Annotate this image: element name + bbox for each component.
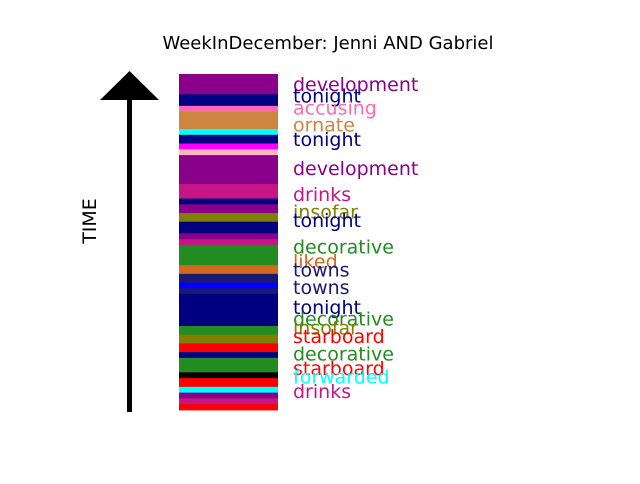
band-segment (179, 213, 278, 223)
band-segment (179, 149, 278, 156)
band-segment (179, 357, 278, 373)
band-segment (179, 155, 278, 185)
band-label: starboard (293, 326, 385, 348)
band-label: tonight (293, 129, 361, 151)
band-segment (179, 392, 278, 399)
chart-title: WeekInDecember: Jenni AND Gabriel (162, 33, 493, 54)
band-label: tonight (293, 210, 361, 232)
band-label: liked (293, 251, 338, 273)
band-label: accusing (293, 97, 377, 119)
band-label: ornate (293, 115, 355, 137)
band-segment (179, 334, 278, 344)
band-segment (179, 404, 278, 411)
band-segment (179, 282, 278, 289)
band-label: drinks (293, 184, 351, 206)
band-labels: developmenttonightaccusingornatetonightd… (293, 74, 418, 403)
band-segment (179, 129, 278, 136)
band-label: development (293, 158, 418, 180)
band-segment (179, 184, 278, 199)
y-axis-label: TIME (79, 198, 101, 245)
band-segment (179, 326, 278, 336)
time-arrow-head (100, 71, 159, 100)
band-segment (179, 273, 278, 283)
band-segment (179, 302, 278, 327)
band-segment (179, 244, 278, 266)
band-segment (179, 198, 278, 205)
band-segment (179, 239, 278, 246)
band-segment (179, 343, 278, 353)
band-segment (179, 74, 278, 95)
band-segment (179, 294, 278, 304)
band-segment (179, 265, 278, 275)
band-segment (179, 398, 278, 405)
band-label: starboard (293, 358, 385, 380)
band-label: decorative (293, 343, 394, 365)
band-segment (179, 143, 278, 150)
band-segment (179, 117, 278, 130)
band-segment (179, 111, 278, 118)
band-segment (179, 105, 278, 113)
band-segment (179, 352, 278, 359)
band-label: tonight (293, 86, 361, 108)
band-label: forwarded (293, 367, 390, 389)
band-label: towns (293, 277, 350, 299)
band-label: decorative (293, 236, 394, 258)
band-label: development (293, 74, 418, 96)
band-label: insofar (293, 202, 358, 224)
band-segment (179, 378, 278, 388)
band-label: towns (293, 259, 350, 281)
band-segment (179, 221, 278, 234)
band-segment (179, 94, 278, 107)
band-label: tonight (293, 297, 361, 319)
band-segment (179, 233, 278, 240)
band-label: drinks (293, 381, 351, 403)
band-segment (179, 134, 278, 144)
color-bands (179, 74, 278, 411)
band-segment (179, 288, 278, 295)
band-label: decorative (293, 309, 394, 331)
band-label: insofar (293, 317, 358, 339)
band-segment (179, 372, 278, 379)
band-segment (179, 204, 278, 214)
band-segment (179, 386, 278, 394)
